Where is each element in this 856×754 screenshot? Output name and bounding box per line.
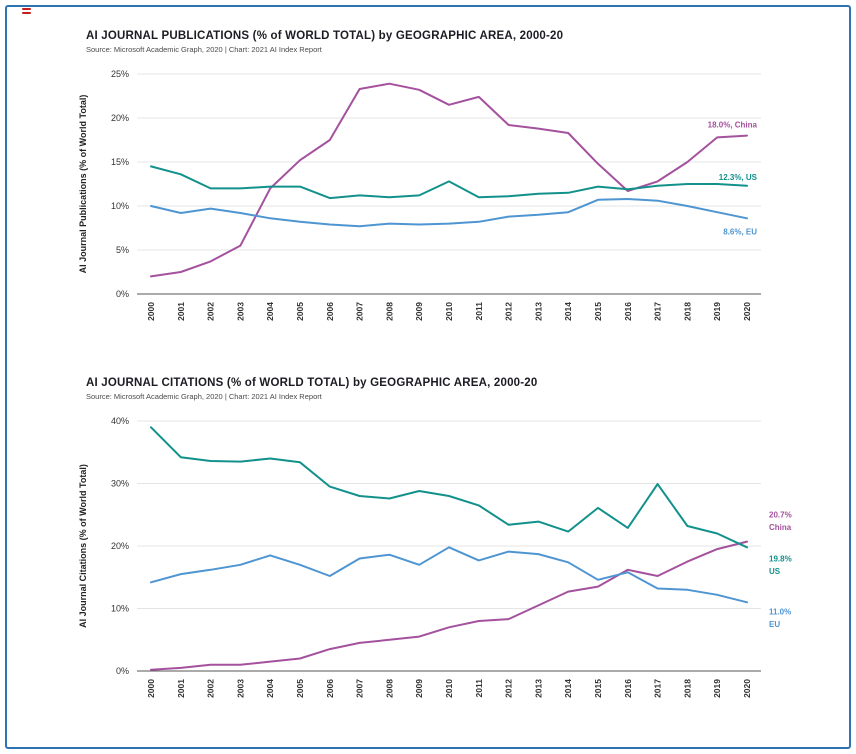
- x-tick-label: 2005: [295, 679, 305, 698]
- publications-chart-title: AI JOURNAL PUBLICATIONS (% of WORLD TOTA…: [86, 30, 564, 42]
- x-tick-label: 2007: [355, 302, 365, 321]
- x-tick-label: 2010: [444, 302, 454, 321]
- series-line-us: [150, 165, 748, 200]
- x-tick-label: 2004: [265, 302, 275, 321]
- x-tick-label: 2001: [176, 302, 186, 321]
- red-mark: [22, 12, 31, 14]
- series-line-china: [150, 82, 748, 278]
- publications-chart-source: Source: Microsoft Academic Graph, 2020 |…: [86, 45, 322, 54]
- x-tick-label: 2019: [712, 679, 722, 698]
- publications-chart-section: AI JOURNAL PUBLICATIONS (% of WORLD TOTA…: [72, 30, 856, 347]
- y-tick-label: 0%: [116, 289, 129, 299]
- y-tick-label: 10%: [111, 604, 129, 614]
- x-tick-label: 2013: [533, 302, 543, 321]
- series-end-label-china: 20.7%: [769, 511, 792, 520]
- y-axis-title: AI Journal Citations (% of World Total): [78, 464, 88, 628]
- y-tick-label: 15%: [111, 157, 129, 167]
- x-tick-label: 2002: [206, 302, 216, 321]
- x-tick-label: 2011: [474, 302, 484, 321]
- x-tick-label: 2015: [593, 679, 603, 698]
- x-tick-label: 2007: [355, 679, 365, 698]
- chart-svg: 0% 5% 10% 15% 20% 25% 2000 2001 2002 2003 2004 2005…: [78, 69, 761, 321]
- citations-chart-title: AI JOURNAL CITATIONS (% of WORLD TOTAL) …: [86, 377, 538, 389]
- x-tick-label: 2005: [295, 302, 305, 321]
- x-tick-label: 2012: [504, 302, 514, 321]
- y-tick-label: 25%: [111, 69, 129, 79]
- x-tick-label: 2016: [623, 302, 633, 321]
- x-tick-label: 2013: [533, 679, 543, 698]
- x-tick-label: 2008: [384, 679, 394, 698]
- series-line-eu: [150, 546, 748, 604]
- citations-chart-section: AI JOURNAL CITATIONS (% of WORLD TOTAL) …: [72, 377, 856, 722]
- chart-svg: 0% 10% 20% 30% 40% 2000 2001 2002 2003 2004 2005 20…: [78, 416, 792, 698]
- x-tick-label: 2017: [653, 302, 663, 321]
- y-axis-title: AI Journal Publications (% of World Tota…: [78, 95, 88, 274]
- series-end-label-eu: 8.6%, EU: [723, 227, 757, 236]
- citations-chart-source: Source: Microsoft Academic Graph, 2020 |…: [86, 392, 322, 401]
- x-tick-label: 2009: [414, 302, 424, 321]
- series-line-eu: [150, 198, 748, 228]
- x-tick-label: 2017: [653, 679, 663, 698]
- x-tick-label: 2006: [325, 302, 335, 321]
- x-tick-label: 2009: [414, 679, 424, 698]
- x-tick-label: 2001: [176, 679, 186, 698]
- y-tick-label: 20%: [111, 113, 129, 123]
- y-tick-label: 10%: [111, 201, 129, 211]
- x-tick-label: 2003: [235, 679, 245, 698]
- series-end-label-us: US: [769, 567, 781, 576]
- x-tick-label: 2012: [504, 679, 514, 698]
- series-end-label-eu: 11.0%: [769, 607, 791, 616]
- x-tick-label: 2020: [742, 302, 752, 321]
- series-end-label-us: 19.8%: [769, 554, 792, 563]
- x-tick-label: 2003: [235, 302, 245, 321]
- x-tick-label: 2015: [593, 302, 603, 321]
- y-tick-label: 0%: [116, 666, 129, 676]
- series-line-china: [150, 540, 748, 671]
- x-tick-label: 2016: [623, 679, 633, 698]
- series-end-label-eu: EU: [769, 620, 780, 629]
- report-page: AI JOURNAL PUBLICATIONS (% of WORLD TOTA…: [72, 30, 856, 722]
- series-line-us: [150, 426, 748, 549]
- x-tick-label: 2000: [146, 679, 156, 698]
- citations-line-chart: 0% 10% 20% 30% 40% 2000 2001 2002 2003 2004 2005 20…: [72, 409, 856, 722]
- x-tick-label: 2006: [325, 679, 335, 698]
- y-tick-label: 5%: [116, 245, 129, 255]
- publications-line-chart: 0% 5% 10% 15% 20% 25% 2000 2001 2002 2003 2004 2005…: [72, 62, 856, 347]
- x-tick-label: 2004: [265, 679, 275, 698]
- x-tick-label: 2014: [563, 302, 573, 321]
- x-tick-label: 2018: [682, 679, 692, 698]
- red-mark: [22, 8, 31, 10]
- x-tick-label: 2002: [206, 679, 216, 698]
- y-tick-label: 20%: [111, 541, 129, 551]
- x-tick-label: 2010: [444, 679, 454, 698]
- x-tick-label: 2019: [712, 302, 722, 321]
- series-end-label-china: 18.0%, China: [708, 121, 758, 130]
- x-tick-label: 2000: [146, 302, 156, 321]
- x-tick-label: 2008: [384, 302, 394, 321]
- y-tick-label: 30%: [111, 479, 129, 489]
- x-tick-label: 2018: [682, 302, 692, 321]
- x-tick-label: 2014: [563, 679, 573, 698]
- series-end-label-us: 12.3%, US: [719, 173, 758, 182]
- x-tick-label: 2011: [474, 679, 484, 698]
- x-tick-label: 2020: [742, 679, 752, 698]
- series-end-label-china: China: [769, 523, 792, 532]
- y-tick-label: 40%: [111, 416, 129, 426]
- corner-red-marks: [22, 6, 31, 16]
